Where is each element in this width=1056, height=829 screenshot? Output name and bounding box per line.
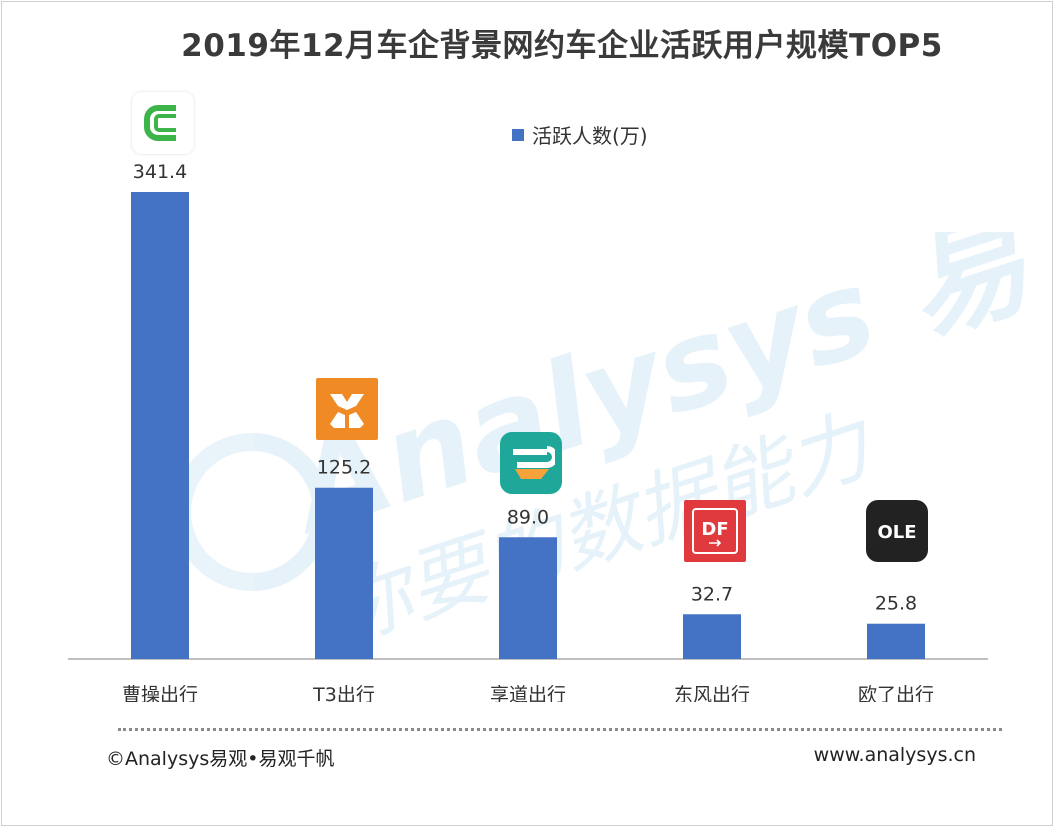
caocao-logo-icon (132, 92, 194, 154)
website-link[interactable]: www.analysys.cn (813, 744, 976, 766)
dongfeng-logo-icon: DF (684, 500, 746, 562)
x-tick-label: T3出行 (312, 684, 375, 702)
bar (683, 614, 741, 659)
x-tick-label: 东风出行 (674, 684, 750, 702)
ole-logo-icon: OLE (866, 500, 928, 562)
bar (499, 537, 557, 659)
data-label: 32.7 (691, 583, 733, 605)
data-label: 125.2 (317, 457, 371, 479)
data-label: 341.4 (133, 161, 187, 183)
svg-text:OLE: OLE (877, 522, 916, 543)
bar (867, 623, 925, 659)
xiangdao-logo-icon (500, 432, 562, 494)
x-tick-label: 享道出行 (490, 684, 566, 702)
bar (131, 192, 189, 659)
bar-chart: 341.4 曹操出行 125.2 T3出行 89.0 享道出行 32.7 东风出行 25.8 欧了… (68, 161, 988, 702)
chart-legend: 活跃人数(万) (512, 120, 648, 149)
data-label: 89.0 (507, 506, 549, 528)
t3-logo-icon (316, 378, 378, 440)
x-tick-label: 欧了出行 (858, 684, 934, 702)
x-tick-label: 曹操出行 (122, 684, 198, 702)
footer-divider (118, 728, 1002, 731)
legend-label: 活跃人数(万) (532, 124, 648, 148)
svg-text:DF: DF (701, 519, 728, 540)
data-label: 25.8 (875, 593, 917, 615)
chart-title: 2019年12月车企背景网约车企业活跃用户规模TOP5 (181, 28, 943, 64)
legend-swatch (512, 128, 524, 141)
bar (315, 487, 373, 659)
copyright-text: ©Analysys易观•易观千帆 (106, 748, 335, 770)
